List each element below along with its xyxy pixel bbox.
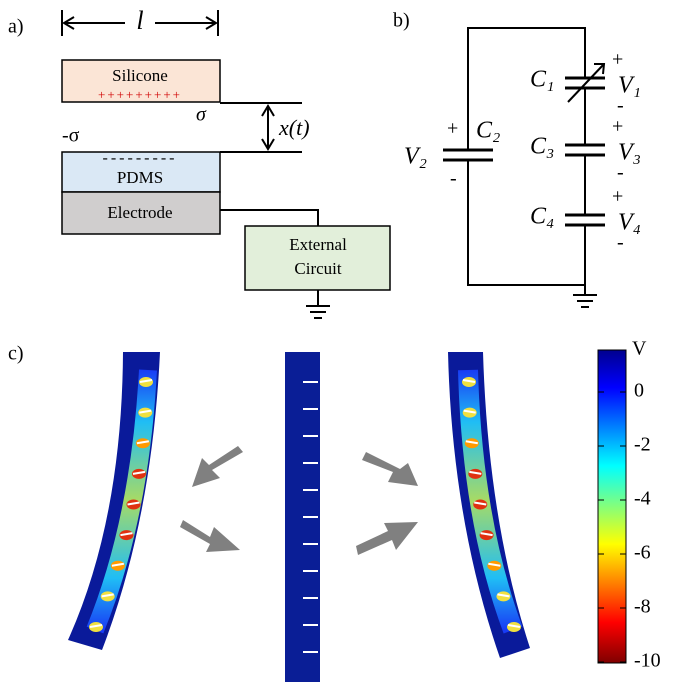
polarity: - bbox=[617, 95, 624, 117]
polarity: + bbox=[612, 186, 623, 208]
layer-label: Electrode bbox=[107, 203, 172, 222]
wire bbox=[220, 210, 318, 226]
colorbar bbox=[598, 350, 626, 663]
layer-label: Silicone bbox=[112, 66, 168, 85]
deformed-strip-right bbox=[448, 352, 530, 658]
gap-label: x(t) bbox=[278, 115, 310, 140]
polarity: - bbox=[617, 162, 624, 184]
polarity: + bbox=[447, 118, 458, 140]
voltage-name: V₂ bbox=[404, 144, 427, 170]
colorbar-unit: V bbox=[632, 338, 647, 360]
colorbar-tick-label: -10 bbox=[634, 650, 661, 672]
charge-density: -σ bbox=[62, 125, 80, 147]
gap-arrow bbox=[262, 106, 274, 149]
circuit bbox=[443, 28, 605, 307]
panel-label: a) bbox=[8, 16, 24, 38]
circuit-label: Circuit bbox=[294, 259, 341, 278]
length-symbol: l bbox=[136, 6, 143, 35]
colorbar-tick-label: -2 bbox=[634, 434, 651, 456]
polarity: - bbox=[450, 168, 457, 190]
layer-label: PDMS bbox=[117, 168, 163, 187]
panel-label: c) bbox=[8, 343, 24, 365]
polarity: + bbox=[612, 116, 623, 138]
polarity: - bbox=[617, 232, 624, 254]
panel-label: b) bbox=[393, 10, 410, 32]
colorbar-tick-label: 0 bbox=[634, 380, 644, 402]
capacitor-name: C₄ bbox=[530, 204, 554, 230]
figure: a) l Silicone +++++++++ σ x(t) -σ ------… bbox=[0, 0, 678, 687]
capacitor-name: C₂ bbox=[476, 118, 500, 144]
colorbar-tick-label: -6 bbox=[634, 542, 651, 564]
colorbar-tick-label: -4 bbox=[634, 488, 651, 510]
ground bbox=[306, 290, 330, 318]
circuit-label: External bbox=[289, 235, 347, 254]
deformed-strip-left bbox=[68, 352, 160, 650]
charge-density: σ bbox=[196, 104, 207, 126]
polarity: + bbox=[612, 49, 623, 71]
capacitor-name: C₃ bbox=[530, 134, 554, 160]
charges: --------- bbox=[103, 150, 178, 167]
colorbar-tick-label: -8 bbox=[634, 596, 651, 618]
charges: +++++++++ bbox=[98, 87, 182, 102]
capacitor-name: C₁ bbox=[530, 67, 554, 93]
